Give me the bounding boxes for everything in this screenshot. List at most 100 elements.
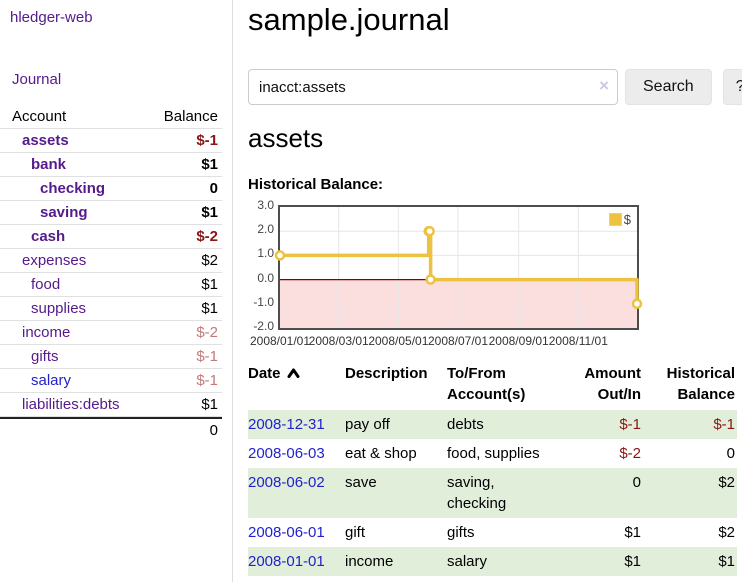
sidebar: hledger-web Journal Account Balance asse… <box>0 0 232 441</box>
data-point-marker <box>274 250 286 261</box>
account-balance: $-1 <box>196 348 218 365</box>
account-row-saving: saving $1 <box>0 201 222 225</box>
transaction-date-link[interactable]: 2008-06-01 <box>248 524 325 541</box>
search-input-wrap: × <box>248 69 618 105</box>
x-axis-tick-label: 2008/01/01 <box>249 334 311 348</box>
chart-title: Historical Balance: <box>248 176 384 193</box>
transaction-amount: $1 <box>565 547 641 576</box>
sidebar-divider <box>232 0 233 582</box>
account-balance: $1 <box>201 156 218 173</box>
x-axis-tick-label: 2008/07/01 <box>427 334 489 348</box>
y-axis-tick-label: -1.0 <box>253 294 274 309</box>
transaction-accounts: saving, checking <box>447 468 565 518</box>
transaction-description: eat & shop <box>345 445 417 462</box>
account-link-food[interactable]: food <box>31 276 61 293</box>
transaction-date-link[interactable]: 2008-06-02 <box>248 474 325 491</box>
transaction-amount: $-1 <box>565 410 641 439</box>
col-header-amount: Amount Out/In <box>584 365 641 403</box>
col-header-accounts: To/From Account(s) <box>447 365 526 403</box>
account-row-supplies: supplies $1 <box>0 297 222 321</box>
balance-column-header: Balance <box>163 108 218 125</box>
account-row-liabilities-debts: liabilities:debts $1 <box>0 393 222 417</box>
register-table: Date Description To/From Account(s) Amou… <box>248 360 737 576</box>
account-row-gifts: gifts $-1 <box>0 345 222 369</box>
account-link-income[interactable]: income <box>22 324 71 341</box>
search-form: × Search ? <box>248 69 742 105</box>
transaction-balance: $2 <box>718 524 735 541</box>
sidebar-item-journal[interactable]: Journal <box>12 71 62 88</box>
account-link-bank[interactable]: bank <box>31 156 67 173</box>
account-row-checking: checking 0 <box>0 177 222 201</box>
register-row: 2008-01-01 income salary $1 $1 <box>248 547 737 576</box>
transaction-amount: $-2 <box>619 445 641 462</box>
transaction-accounts: gifts <box>447 524 475 541</box>
account-link-assets[interactable]: assets <box>22 132 69 149</box>
account-balance: $1 <box>201 276 218 293</box>
transaction-amount: 0 <box>565 468 641 518</box>
clear-search-icon[interactable]: × <box>599 76 609 95</box>
account-row-cash: cash $-2 <box>0 225 222 249</box>
account-balance: $1 <box>201 204 218 221</box>
account-link-liabilities-debts[interactable]: liabilities:debts <box>22 396 120 413</box>
col-header-balance: Historical Balance <box>666 365 735 403</box>
transaction-balance: $-1 <box>641 410 737 439</box>
data-point-marker <box>424 225 435 237</box>
account-balance: $-1 <box>196 132 218 149</box>
col-header-description: Description <box>345 365 428 382</box>
y-axis-tick-label: 0.0 <box>257 270 274 285</box>
accounts-total-value: 0 <box>209 421 218 439</box>
account-row-bank: bank $1 <box>0 153 222 177</box>
transaction-description: pay off <box>345 410 447 439</box>
search-button[interactable]: Search <box>625 69 712 105</box>
account-link-cash[interactable]: cash <box>31 228 66 245</box>
register-header-row: Date Description To/From Account(s) Amou… <box>248 360 737 410</box>
account-row-food: food $1 <box>0 273 222 297</box>
accounts-table-header: Account Balance <box>0 105 222 129</box>
account-link-salary[interactable]: salary <box>31 372 72 389</box>
transaction-date-link[interactable]: 2008-12-31 <box>248 416 325 433</box>
account-balance: $1 <box>201 396 218 413</box>
chart-canvas <box>274 207 643 328</box>
account-row-income: income $-2 <box>0 321 222 345</box>
page-title: sample.journal <box>248 2 450 37</box>
account-balance: $-1 <box>196 372 218 389</box>
transaction-balance: 0 <box>726 445 735 462</box>
x-axis-tick-label: 2008/11/01 <box>548 334 608 348</box>
transaction-description: save <box>345 468 447 518</box>
x-axis-tick-label: 2008/03/01 <box>308 334 369 348</box>
help-button[interactable]: ? <box>722 69 742 105</box>
transaction-accounts: salary <box>447 547 565 576</box>
account-balance: $1 <box>201 300 218 317</box>
y-axis-tick-label: -2.0 <box>253 319 274 333</box>
series-label: $ <box>623 212 631 227</box>
register-row: 2008-06-01 gift gifts $1 $2 <box>248 518 737 547</box>
y-axis-tick-label: 1.0 <box>257 246 274 261</box>
account-link-supplies[interactable]: supplies <box>31 300 87 317</box>
col-header-date[interactable]: Date <box>248 360 345 410</box>
account-link-expenses[interactable]: expenses <box>22 252 87 269</box>
app-brand-link[interactable]: hledger-web <box>10 9 93 26</box>
transaction-balance: $1 <box>641 547 737 576</box>
col-header-date-label: Date <box>248 365 281 382</box>
register-row: 2008-06-03 eat & shop food, supplies $-2… <box>248 439 737 468</box>
sort-ascending-icon <box>287 368 300 378</box>
transaction-date-link[interactable]: 2008-01-01 <box>248 553 325 570</box>
transaction-description: income <box>345 547 447 576</box>
account-column-header: Account <box>12 108 67 125</box>
account-balance: $-2 <box>196 324 218 341</box>
x-axis-tick-label: 2008/05/01 <box>368 334 429 348</box>
chart-legend: $ <box>606 211 633 228</box>
data-point-marker <box>631 298 643 310</box>
account-row-assets: assets $-1 <box>0 129 222 153</box>
account-link-saving[interactable]: saving <box>40 204 88 221</box>
transaction-description: gift <box>345 524 366 541</box>
account-row-salary: salary $-1 <box>0 369 222 393</box>
transaction-balance: $2 <box>641 468 737 518</box>
search-input[interactable] <box>248 69 618 105</box>
chart-plot-area: $ <box>274 205 643 330</box>
account-link-checking[interactable]: checking <box>40 180 106 197</box>
transaction-date-link[interactable]: 2008-06-03 <box>248 445 325 462</box>
y-axis-tick-label: 3.0 <box>257 198 274 212</box>
account-link-gifts[interactable]: gifts <box>31 348 59 365</box>
data-point-marker <box>425 274 436 285</box>
